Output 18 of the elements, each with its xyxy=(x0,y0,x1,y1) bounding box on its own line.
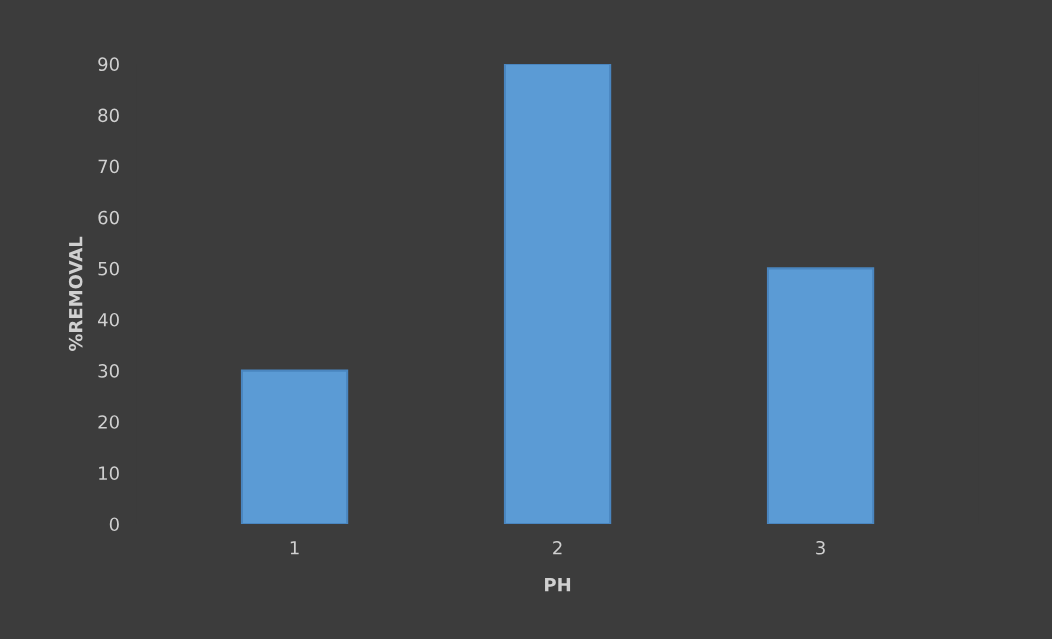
x-tick-label: 3 xyxy=(816,540,825,555)
y-tick-label: 90 xyxy=(98,57,119,72)
y-tick-label: 30 xyxy=(98,364,119,378)
y-tick-label: 10 xyxy=(99,466,119,480)
bar xyxy=(503,63,612,524)
x-axis-title: PH xyxy=(545,578,571,592)
y-tick-label: 70 xyxy=(98,159,119,174)
y-tick-label: 40 xyxy=(98,312,119,327)
bar xyxy=(766,267,875,524)
y-axis-title: %REMOVAL xyxy=(68,236,83,352)
x-tick-label: 1 xyxy=(290,541,299,555)
bar xyxy=(240,369,349,524)
x-tick-label: 2 xyxy=(553,540,562,555)
y-tick-label: 50 xyxy=(98,261,119,276)
y-tick-label: 60 xyxy=(98,210,119,225)
y-tick-label: 0 xyxy=(109,517,119,532)
y-tick-label: 80 xyxy=(98,108,119,123)
y-tick-label: 20 xyxy=(98,415,119,429)
